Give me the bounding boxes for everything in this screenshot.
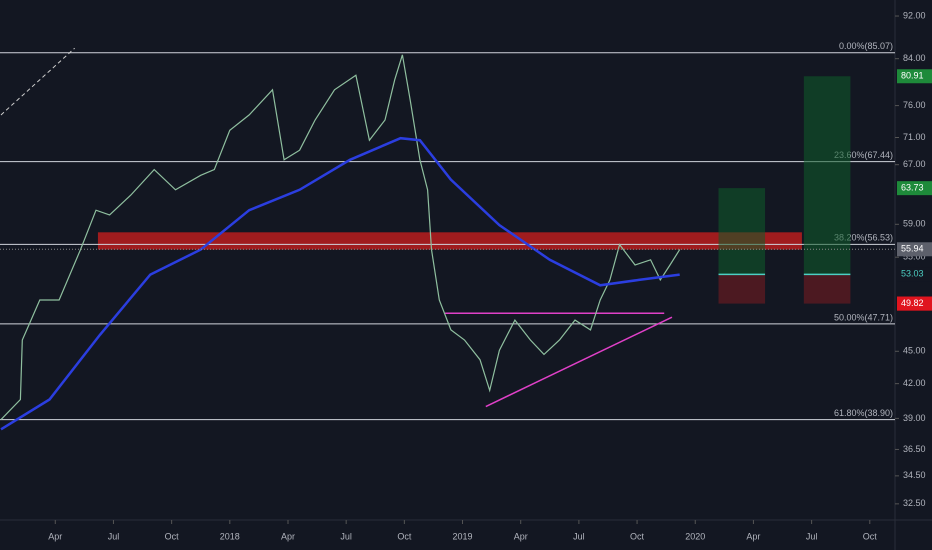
x-tick-label: Apr (746, 531, 760, 541)
fib-label: 50.00%(47.71) (834, 312, 893, 322)
fib-label: 23.60%(67.44) (834, 150, 893, 160)
price-line (0, 54, 681, 421)
y-tick-label: 92.00 (903, 10, 926, 20)
price-tag (897, 69, 932, 84)
profit-zone (718, 188, 766, 275)
price-tag-label: 55.94 (901, 244, 924, 254)
x-tick-label: Apr (48, 531, 62, 541)
y-tick-label: 36.50 (903, 444, 926, 454)
y-tick-label: 32.50 (903, 498, 926, 508)
y-tick-label: 67.00 (903, 159, 926, 169)
x-tick-label: Oct (863, 531, 878, 541)
profit-zone (803, 76, 851, 275)
x-tick-label: Jul (108, 531, 120, 541)
price-tag (897, 267, 932, 282)
price-tag-label: 80.91 (901, 71, 924, 81)
y-tick-label: 84.00 (903, 53, 926, 63)
trend-line (485, 316, 673, 408)
y-tick-label: 45.00 (903, 346, 926, 356)
y-tick-label: 55.00 (903, 252, 926, 262)
x-tick-label: Oct (397, 531, 412, 541)
y-tick-label: 76.00 (903, 100, 926, 110)
fib-label: 38.20%(56.53) (834, 233, 893, 243)
price-tag-label: 63.73 (901, 183, 924, 193)
x-tick-label: Jul (806, 531, 818, 541)
resistance-zone (97, 232, 802, 250)
x-tick-label: 2019 (453, 531, 473, 541)
fib-label: 61.80%(38.90) (834, 408, 893, 418)
moving-average (0, 136, 680, 431)
x-tick-label: Apr (514, 531, 528, 541)
price-tag (897, 242, 932, 257)
y-tick-label: 34.50 (903, 470, 926, 480)
y-tick-label: 71.00 (903, 132, 926, 142)
x-tick-label: Oct (630, 531, 645, 541)
fib-label: 0.00%(85.07) (839, 41, 893, 51)
price-tag (897, 296, 932, 311)
y-tick-label: 42.00 (903, 378, 926, 388)
loss-zone (718, 274, 766, 304)
x-tick-label: Apr (281, 531, 295, 541)
x-tick-label: Jul (573, 531, 585, 541)
y-tick-label: 59.00 (903, 219, 926, 229)
x-tick-label: Jul (340, 531, 352, 541)
loss-zone (803, 274, 851, 304)
x-tick-label: 2018 (220, 531, 240, 541)
price-tag-label: 53.03 (901, 269, 924, 279)
price-tag (897, 181, 932, 196)
x-tick-label: 2020 (685, 531, 705, 541)
trend-line (0, 47, 75, 116)
y-tick-label: 39.00 (903, 413, 926, 423)
price-tag-label: 49.82 (901, 298, 924, 308)
x-tick-label: Oct (165, 531, 180, 541)
